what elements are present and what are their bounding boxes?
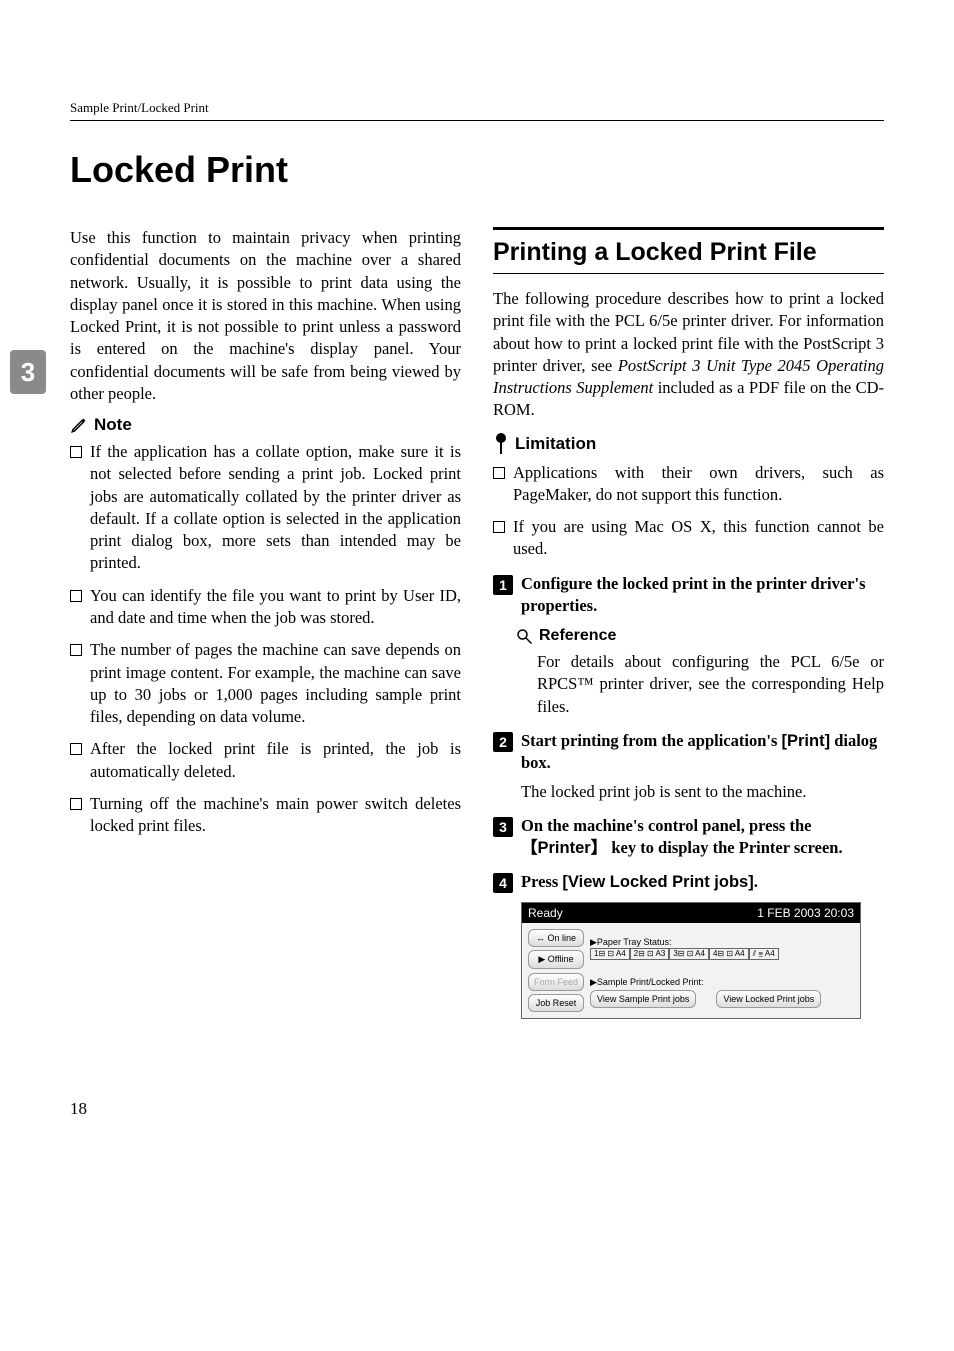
right-column: Printing a Locked Print File The followi… xyxy=(493,227,884,1019)
note-heading: Note xyxy=(70,415,461,435)
bullet-icon xyxy=(70,743,82,755)
limitation-text: If you are using Mac OS X, this function… xyxy=(513,516,884,561)
pencil-icon xyxy=(70,416,88,434)
note-text: The number of pages the machine can save… xyxy=(90,639,461,728)
reference-heading: Reference xyxy=(515,627,884,645)
printer-key: Printer xyxy=(521,838,607,857)
pushpin-icon xyxy=(493,432,509,456)
running-header: Sample Print/Locked Print xyxy=(70,100,884,121)
step-2: 2 Start printing from the application's … xyxy=(493,730,884,775)
jobreset-button[interactable]: Job Reset xyxy=(528,994,584,1012)
limitation-text: Applications with their own drivers, suc… xyxy=(513,462,884,507)
step-3-text: On the machine's control panel, press th… xyxy=(521,815,884,860)
formfeed-button[interactable]: Form Feed xyxy=(528,973,584,991)
view-sample-button[interactable]: View Sample Print jobs xyxy=(590,990,696,1008)
bullet-icon xyxy=(493,521,505,533)
bullet-icon xyxy=(70,590,82,602)
step-2-text: Start printing from the application's [P… xyxy=(521,730,884,775)
section-title: Printing a Locked Print File xyxy=(493,227,884,274)
online-button[interactable]: ↔ On line xyxy=(528,929,584,947)
note-item: If the application has a collate option,… xyxy=(70,441,461,575)
step-4: 4 Press [View Locked Print jobs]. xyxy=(493,871,884,893)
bullet-icon xyxy=(493,467,505,479)
step-number-icon: 3 xyxy=(493,817,513,837)
printer-key-label: Printer xyxy=(538,839,591,857)
page-title: Locked Print xyxy=(70,149,884,191)
step-4-text: Press [View Locked Print jobs]. xyxy=(521,871,758,893)
page-number: 18 xyxy=(70,1099,884,1119)
step-3-b: key to display the Printer screen. xyxy=(607,838,842,857)
note-item: Turning off the machine's main power swi… xyxy=(70,793,461,838)
panel-clock: 1 FEB 2003 20:03 xyxy=(757,906,854,920)
control-panel-screenshot: Ready 1 FEB 2003 20:03 ↔ On line ▶ Offli… xyxy=(521,902,861,1019)
step-3: 3 On the machine's control panel, press … xyxy=(493,815,884,860)
note-item: You can identify the file you want to pr… xyxy=(70,585,461,630)
offline-button[interactable]: ▶ Offline xyxy=(528,950,584,969)
sample-locked-label: ▶Sample Print/Locked Print: xyxy=(590,977,854,988)
reference-heading-text: Reference xyxy=(539,627,616,645)
bullet-icon xyxy=(70,446,82,458)
note-heading-text: Note xyxy=(94,415,132,435)
panel-body: ↔ On line ▶ Offline ▶Paper Tray Status: … xyxy=(522,923,860,1018)
chapter-tab: 3 xyxy=(10,350,46,394)
note-item: The number of pages the machine can save… xyxy=(70,639,461,728)
bullet-icon xyxy=(70,798,82,810)
tray-cell: ⫽ ≣ A4 xyxy=(749,948,779,961)
step-number-icon: 4 xyxy=(493,873,513,893)
reference-body: For details about configuring the PCL 6/… xyxy=(537,651,884,718)
step-number-icon: 1 xyxy=(493,575,513,595)
note-text: If the application has a collate option,… xyxy=(90,441,461,575)
step-4-b: . xyxy=(754,872,758,891)
limitation-item: If you are using Mac OS X, this function… xyxy=(493,516,884,561)
panel-status: Ready xyxy=(528,906,563,920)
view-locked-label: [View Locked Print jobs] xyxy=(562,873,753,891)
tray-cell: 4⊟ ⊡ A4 xyxy=(709,948,749,961)
tray-cell: 1⊟ ⊡ A4 xyxy=(590,948,630,961)
limitation-heading-text: Limitation xyxy=(515,434,596,454)
left-column: Use this function to maintain privacy wh… xyxy=(70,227,461,1019)
intro-paragraph: Use this function to maintain privacy wh… xyxy=(70,227,461,405)
step-1: 1 Configure the locked print in the prin… xyxy=(493,573,884,618)
step-2-a: Start printing from the application's xyxy=(521,731,782,750)
step-number-icon: 2 xyxy=(493,732,513,752)
section-intro: The following procedure describes how to… xyxy=(493,288,884,422)
step-2-body: The locked print job is sent to the mach… xyxy=(521,781,884,803)
limitation-item: Applications with their own drivers, suc… xyxy=(493,462,884,507)
note-text: Turning off the machine's main power swi… xyxy=(90,793,461,838)
step-4-a: Press xyxy=(521,872,562,891)
limitation-heading: Limitation xyxy=(493,432,884,456)
limitation-list: Applications with their own drivers, suc… xyxy=(493,462,884,561)
tray-cell: 2⊟ ⊡ A3 xyxy=(630,948,670,961)
tray-grid: 1⊟ ⊡ A4 2⊟ ⊡ A3 3⊟ ⊡ A4 4⊟ ⊡ A4 ⫽ ≣ A4 xyxy=(590,948,779,961)
note-text: After the locked print file is printed, … xyxy=(90,738,461,783)
tray-status-label: ▶Paper Tray Status: xyxy=(590,937,779,948)
step-1-text: Configure the locked print in the printe… xyxy=(521,573,884,618)
tray-cell: 3⊟ ⊡ A4 xyxy=(669,948,709,961)
magnifier-icon xyxy=(515,627,533,645)
print-label: [Print] xyxy=(782,732,831,750)
note-item: After the locked print file is printed, … xyxy=(70,738,461,783)
note-text: You can identify the file you want to pr… xyxy=(90,585,461,630)
bullet-icon xyxy=(70,644,82,656)
step-3-a: On the machine's control panel, press th… xyxy=(521,816,811,835)
view-locked-button[interactable]: View Locked Print jobs xyxy=(716,990,821,1008)
note-list: If the application has a collate option,… xyxy=(70,441,461,837)
panel-titlebar: Ready 1 FEB 2003 20:03 xyxy=(522,903,860,923)
